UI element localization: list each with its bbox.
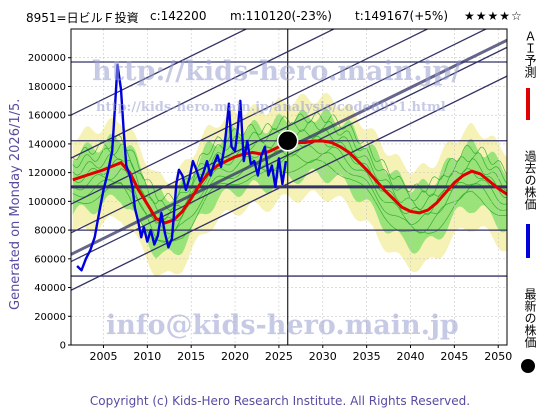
x-tick-label: 2025 xyxy=(265,350,293,363)
y-tick-label: 20000 xyxy=(34,312,66,323)
x-tick-label: 2015 xyxy=(177,350,205,363)
y-tick-label: 180000 xyxy=(28,82,66,93)
forecast-scenario-line xyxy=(72,144,507,235)
y-tick-label: 100000 xyxy=(28,197,66,208)
stock-code: 8951=日ビルＦ投資 xyxy=(26,11,139,25)
watermark-analysis-url: http://kids-hero.main.jp/analysis/code89… xyxy=(96,100,446,115)
watermark-email: info@kids-hero.main.jp xyxy=(106,310,459,341)
trend-channel-line xyxy=(71,75,507,291)
trend-channel-line xyxy=(71,29,248,116)
y-tick-label: 80000 xyxy=(34,226,66,237)
copyright-footer: Copyright (c) Kids-Hero Research Institu… xyxy=(89,394,471,408)
y-tick-label: 120000 xyxy=(28,168,66,179)
x-tick-label: 2020 xyxy=(221,350,249,363)
latest-price-point xyxy=(276,129,299,152)
y-tick-label: 160000 xyxy=(28,111,66,122)
legend-ai-label: ＡＩ予測 xyxy=(523,30,537,78)
legend-latest-swatch xyxy=(521,359,535,373)
forecast-scenario-line xyxy=(72,120,507,211)
plot-frame xyxy=(70,28,508,346)
trend-channel-line xyxy=(71,29,429,205)
past-price-series xyxy=(76,63,288,272)
x-tick-label: 2040 xyxy=(397,350,425,363)
y-tick-label: 0 xyxy=(60,341,66,352)
legend-past-label: 過去の株価 xyxy=(523,150,537,210)
watermark-url: http://kids-hero.main.jp/ xyxy=(92,56,462,87)
x-tick-label: 2030 xyxy=(309,350,337,363)
forecast-scenario-line xyxy=(72,112,507,203)
x-tick-label: 2050 xyxy=(484,350,512,363)
trend-channel-line xyxy=(71,46,507,263)
y-tick-label: 140000 xyxy=(28,139,66,150)
x-tick-label: 2045 xyxy=(440,350,468,363)
target-price: t:149167(+5%) xyxy=(355,9,449,23)
y-tick-label: 200000 xyxy=(28,53,66,64)
y-tick-label: 40000 xyxy=(34,283,66,294)
generated-date: Generated on Monday 2026/1/5. xyxy=(8,98,23,310)
legend-latest-label: 最新の株価 xyxy=(523,288,537,348)
x-tick-label: 2035 xyxy=(353,350,381,363)
rating-stars: ★★★★☆ xyxy=(464,9,523,23)
x-tick-label: 2005 xyxy=(89,350,117,363)
mean-price: m:110120(-23%) xyxy=(230,9,332,23)
x-tick-label: 2010 xyxy=(133,350,161,363)
inner-forecast-band xyxy=(72,108,507,259)
y-tick-label: 60000 xyxy=(34,254,66,265)
current-price: c:142200 xyxy=(150,9,207,23)
trend-channel-line xyxy=(71,29,336,159)
